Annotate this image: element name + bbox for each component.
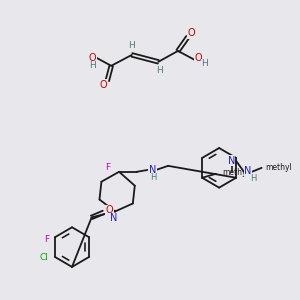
- Text: H: H: [150, 173, 157, 182]
- Text: H: H: [250, 174, 257, 183]
- Text: N: N: [227, 156, 235, 166]
- Text: F: F: [44, 235, 49, 244]
- Text: F: F: [105, 163, 110, 172]
- Text: O: O: [188, 28, 196, 38]
- Text: H: H: [128, 41, 135, 50]
- Text: methyl: methyl: [266, 163, 292, 172]
- Text: O: O: [89, 53, 96, 63]
- Text: H: H: [156, 66, 163, 75]
- Text: N: N: [110, 213, 117, 224]
- Text: methyl: methyl: [222, 168, 248, 177]
- Text: O: O: [106, 206, 113, 215]
- Text: H: H: [89, 61, 96, 70]
- Text: H: H: [201, 59, 208, 68]
- Text: N: N: [244, 166, 252, 176]
- Text: O: O: [195, 53, 202, 63]
- Text: N: N: [149, 165, 156, 175]
- Text: Cl: Cl: [40, 253, 49, 262]
- Text: O: O: [100, 80, 107, 90]
